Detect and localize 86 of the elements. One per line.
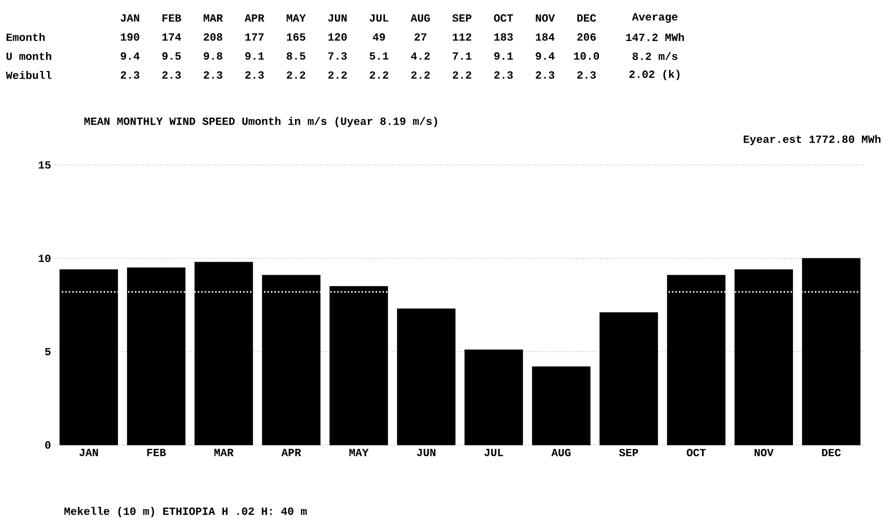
text: 2.02 (k): [629, 70, 680, 80]
text: 10.0: [574, 52, 600, 60]
text: 7.3: [328, 52, 347, 60]
x-tick-label: JAN: [79, 448, 98, 456]
x-tick-label: JUL: [484, 448, 504, 456]
bar: [194, 262, 253, 446]
text: 9.5: [162, 52, 181, 60]
text: 2.2: [411, 71, 430, 79]
text: Average: [632, 13, 678, 23]
text: 2.3: [120, 71, 140, 79]
text: 174: [162, 33, 182, 41]
bar: [464, 350, 523, 446]
text: 177: [245, 33, 264, 41]
text: APR: [244, 14, 264, 22]
x-tick-label: OCT: [686, 448, 706, 456]
text: 5.1: [370, 52, 388, 60]
text: 9.1: [245, 52, 264, 60]
y-tick-label: 0: [45, 441, 51, 449]
chart-title: MEAN MONTHLY WIND SPEED Umonth in m/s (Uyear 8.19 m/s): [84, 116, 438, 128]
y-tick-label: 15: [38, 161, 51, 169]
text: 208: [204, 33, 222, 41]
text: 2.3: [577, 71, 596, 79]
bar: [600, 312, 658, 446]
text: 147.2 MWh: [626, 33, 684, 41]
text: 112: [452, 33, 472, 41]
text: 2.2: [328, 71, 347, 79]
text: 9.8: [204, 52, 222, 60]
text: 184: [536, 33, 555, 41]
text: FEB: [162, 14, 182, 22]
text: Mekelle (10 m) ETHIOPIA H .02 H: 40 m: [64, 506, 307, 518]
x-tick-label: NOV: [754, 448, 774, 456]
text: 2.2: [370, 71, 388, 79]
x-tick-label: MAR: [214, 448, 234, 456]
text: 4.2: [411, 52, 430, 60]
text: SEP: [452, 14, 472, 22]
text: MAY: [286, 14, 306, 22]
text: 9.4: [536, 52, 555, 60]
text: JUL: [370, 14, 388, 22]
text: 206: [577, 33, 596, 41]
text: OCT: [494, 14, 514, 22]
text: 7.1: [452, 52, 472, 60]
text: 183: [494, 33, 513, 41]
x-tick-label: SEP: [619, 448, 638, 456]
text: 2.3: [245, 71, 264, 79]
bar: [330, 286, 388, 446]
bar: [60, 269, 118, 446]
chart-subtitle: Eyear.est 1772.80 MWh: [744, 134, 880, 146]
text: 2.2: [286, 71, 306, 79]
text: 27: [414, 33, 426, 41]
text: 2.3: [162, 71, 181, 79]
bar: [802, 258, 860, 446]
text: 9.4: [120, 52, 140, 60]
bar: [127, 267, 186, 446]
text: 2.3: [494, 71, 513, 79]
text: 49: [372, 33, 385, 41]
x-tick-label: APR: [281, 448, 302, 456]
x-tick-label: FEB: [147, 448, 166, 456]
bar: [397, 308, 456, 446]
bar: [532, 366, 590, 446]
y-tick-label: 5: [45, 348, 51, 356]
text: 9.1: [494, 52, 513, 60]
text: 2.3: [536, 71, 554, 79]
text: 8.2 m/s: [632, 52, 678, 60]
text: Weibull: [6, 70, 52, 80]
x-tick-label: AUG: [551, 448, 571, 456]
bar: [734, 269, 793, 446]
x-tick-label: JUN: [416, 448, 436, 456]
x-tick-label: MAY: [349, 448, 369, 456]
text: AUG: [410, 14, 430, 22]
text: DEC: [577, 14, 596, 22]
text: 8.5: [286, 52, 306, 60]
text: 190: [120, 33, 140, 41]
text: 165: [286, 33, 306, 41]
text: MAR: [204, 14, 223, 22]
y-tick-label: 10: [38, 254, 51, 262]
text: U month: [6, 52, 52, 60]
bar: [262, 274, 320, 446]
text: Emonth: [6, 32, 45, 42]
text: NOV: [536, 14, 555, 22]
bar: [667, 274, 726, 446]
text: 2.3: [204, 71, 222, 79]
text: 120: [328, 33, 347, 41]
x-tick-label: DEC: [822, 448, 841, 456]
text: 2.2: [452, 71, 472, 79]
text: JAN: [120, 14, 140, 22]
text: JUN: [328, 14, 347, 22]
